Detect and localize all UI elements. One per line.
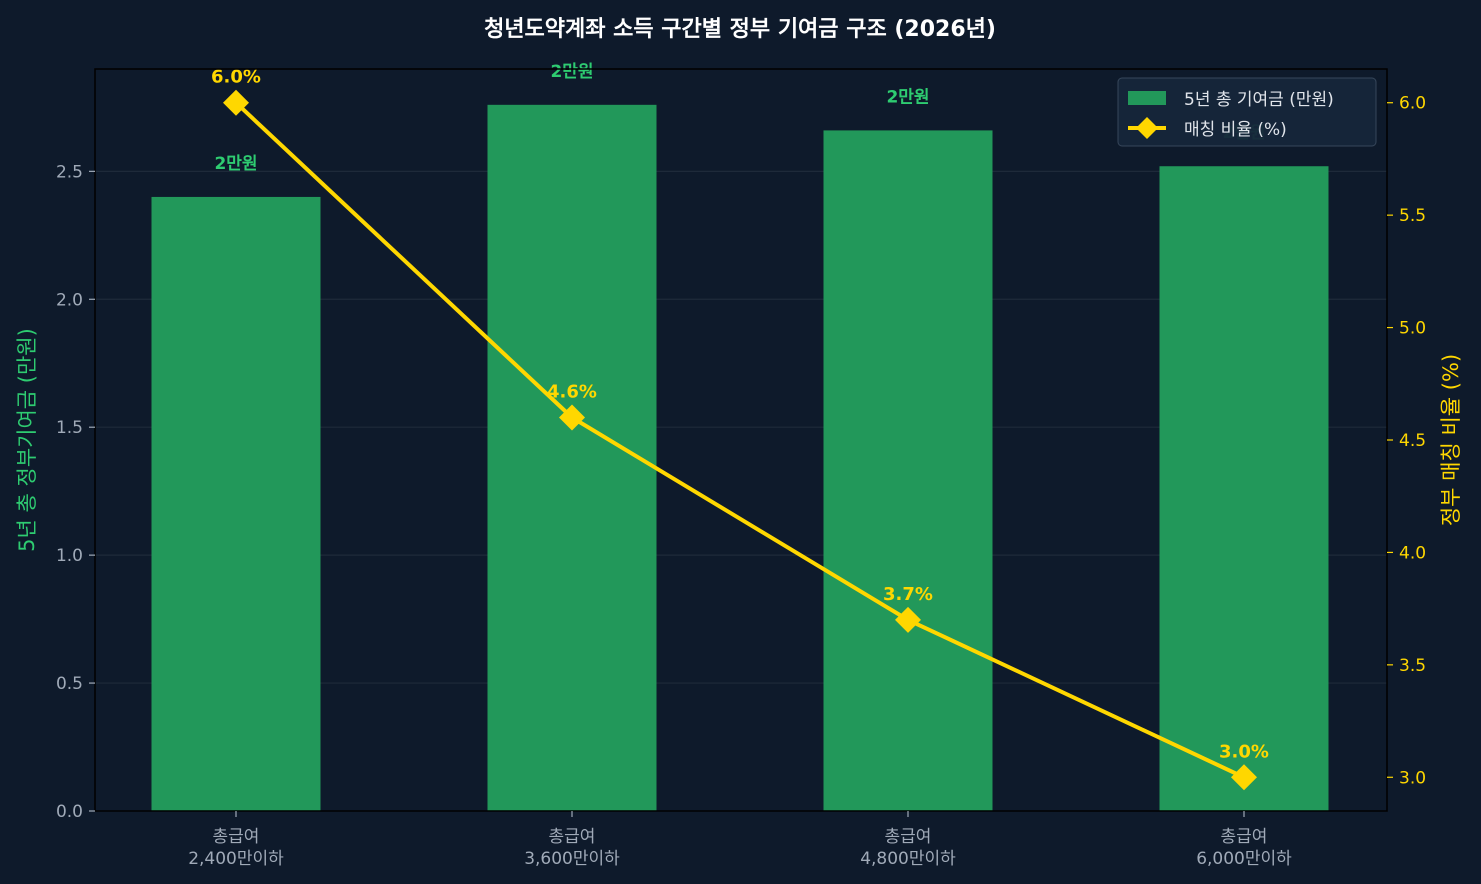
y-left-tick-label: 0.0 bbox=[56, 802, 83, 822]
bar-label-1: 2만원 bbox=[214, 154, 257, 174]
bar-label-2: 2만원 bbox=[550, 62, 593, 82]
y-left-axis-label: 5년 총 정부기여금 (만원) bbox=[15, 328, 39, 552]
y-left-tick-label: 1.5 bbox=[56, 418, 83, 438]
ratio-label-3: 3.7% bbox=[883, 584, 933, 605]
axis-layer: 0.0 0.5 1.0 1.5 2.0 2.5 3.0 3.5 4.0 4.5 5.0 5.5 6.0 총… bbox=[15, 68, 1463, 869]
bar-1 bbox=[151, 196, 321, 811]
y-right-tick-label: 4.5 bbox=[1399, 431, 1426, 451]
x-tick-label-1: 총급여 2,400만이하 bbox=[188, 827, 284, 869]
ratio-label-4: 3.0% bbox=[1219, 741, 1269, 762]
y-left-tick-label: 2.0 bbox=[56, 290, 83, 310]
legend-box bbox=[1117, 77, 1377, 147]
legend-diamond-icon bbox=[1136, 117, 1158, 139]
legend-bar-label: 5년 총 기여금 (만원) bbox=[1184, 90, 1334, 110]
y-right-tick-label: 3.0 bbox=[1399, 768, 1426, 788]
bar-layer: 2만원2만원2만원2만원 bbox=[151, 62, 1329, 812]
chart-title: 청년도약계좌 소득 구간별 정부 기여금 구조 (2026년) bbox=[484, 17, 996, 42]
y-right-tick-label: 6.0 bbox=[1399, 94, 1426, 114]
x-tick-label-3: 총급여 4,800만이하 bbox=[860, 827, 956, 869]
y-right-tick-label: 5.5 bbox=[1399, 206, 1426, 226]
x-tick-label-2: 총급여 3,600만이하 bbox=[524, 827, 620, 869]
y-left-tick-label: 2.5 bbox=[56, 162, 83, 182]
y-left-tick-label: 1.0 bbox=[56, 546, 83, 566]
bar-4 bbox=[1159, 166, 1329, 811]
y-right-axis-label: 정부 매칭 비율 (%) bbox=[1439, 354, 1463, 526]
ratio-marker-4 bbox=[1231, 764, 1257, 791]
line-layer: 6.0% 4.6% 3.7% 3.0% bbox=[211, 67, 1269, 791]
bar-2 bbox=[487, 104, 657, 812]
ratio-label-2: 4.6% bbox=[547, 382, 597, 403]
y-right-tick-label: 5.0 bbox=[1399, 319, 1426, 339]
ratio-marker-2 bbox=[559, 404, 585, 431]
x-tick-label-4: 총급여 6,000만이하 bbox=[1196, 827, 1292, 869]
ratio-marker-3 bbox=[895, 606, 921, 633]
bar-3 bbox=[823, 130, 993, 812]
y-left-tick-label: 0.5 bbox=[56, 674, 83, 694]
y-right-tick-label: 4.0 bbox=[1399, 543, 1426, 563]
legend: 5년 총 기여금 (만원) 매칭 비율 (%) bbox=[1117, 77, 1377, 147]
ratio-line bbox=[234, 101, 1245, 780]
bar-label-3: 2만원 bbox=[886, 87, 929, 107]
legend-bar-swatch bbox=[1128, 91, 1166, 105]
y-right-tick-label: 3.5 bbox=[1399, 656, 1426, 676]
ratio-label-1: 6.0% bbox=[211, 67, 261, 88]
ratio-marker-1 bbox=[223, 89, 249, 116]
legend-line-label: 매칭 비율 (%) bbox=[1184, 120, 1287, 140]
